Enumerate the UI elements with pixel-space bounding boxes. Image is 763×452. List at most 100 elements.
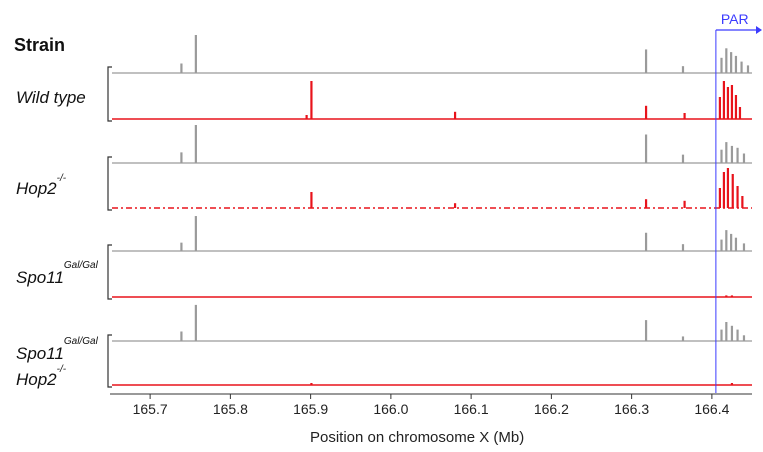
data-peak xyxy=(644,134,648,163)
data-peak xyxy=(644,199,648,208)
track-series xyxy=(112,168,752,209)
data-peak xyxy=(736,186,739,208)
x-tick-label: 166.3 xyxy=(614,401,649,417)
data-peak xyxy=(718,188,721,208)
data-peak xyxy=(730,52,733,73)
data-peak xyxy=(725,295,728,297)
track-group xyxy=(107,35,752,122)
data-peak xyxy=(726,87,730,119)
x-tick-label: 166.1 xyxy=(454,401,489,417)
data-peak xyxy=(734,237,738,251)
data-peak xyxy=(722,81,726,119)
data-peak xyxy=(742,243,746,251)
data-peak xyxy=(720,329,723,341)
track-bracket xyxy=(107,66,112,122)
data-peak xyxy=(734,55,738,73)
data-peak xyxy=(644,232,648,251)
data-peak xyxy=(453,111,457,119)
data-peak xyxy=(734,95,738,119)
data-peak xyxy=(726,168,730,208)
track-series xyxy=(112,304,752,342)
group-label-spo11-hop2: Spo11Gal/Gal xyxy=(16,337,98,363)
data-peak xyxy=(194,125,197,163)
data-peak xyxy=(683,113,686,119)
data-peak xyxy=(720,239,723,251)
group-label-sup: Gal/Gal xyxy=(63,260,98,272)
data-peak xyxy=(180,242,183,251)
group-label-spo11-hop2-line2: Hop2-/- xyxy=(16,365,66,389)
data-peak xyxy=(730,85,734,119)
data-peak xyxy=(683,200,686,208)
group-label-main: Hop2 xyxy=(16,179,57,198)
x-tick-label: 166.0 xyxy=(373,401,408,417)
track-series xyxy=(112,81,752,120)
data-peak xyxy=(681,336,685,341)
group-label-sup: Gal/Gal xyxy=(63,336,98,348)
track-group xyxy=(107,304,752,388)
x-tick-label: 165.8 xyxy=(213,401,248,417)
data-peak xyxy=(730,325,734,341)
x-axis-title: Position on chromosome X (Mb) xyxy=(310,429,525,446)
data-peak xyxy=(305,115,308,119)
track-group xyxy=(107,216,752,300)
track-series xyxy=(112,295,752,298)
data-peak xyxy=(180,63,183,73)
x-tick-label: 165.7 xyxy=(133,401,168,417)
group-label-main: Hop2 xyxy=(16,370,57,389)
x-tick-label: 165.9 xyxy=(293,401,328,417)
data-peak xyxy=(681,244,685,251)
x-tick-label: 166.2 xyxy=(534,401,569,417)
data-peak xyxy=(730,145,734,163)
data-peak xyxy=(738,107,742,119)
track-series xyxy=(112,383,752,386)
group-label-sup: -/- xyxy=(56,364,67,376)
data-peak xyxy=(644,105,648,119)
data-peak xyxy=(742,335,746,341)
x-axis: 165.7 165.8 165.9 166.0 166.1 166.2 166.3 166.4 xyxy=(110,393,752,417)
par-label: PAR xyxy=(721,11,749,27)
data-peak xyxy=(681,66,685,73)
track-bracket xyxy=(107,244,112,300)
data-peak xyxy=(736,329,739,341)
data-peak xyxy=(310,81,313,119)
data-peak xyxy=(194,304,197,341)
data-peak xyxy=(725,230,728,251)
group-label-hop2: Hop2-/- xyxy=(16,174,66,198)
data-peak xyxy=(194,35,197,73)
group-label-main: Spo11 xyxy=(16,268,64,287)
track-group xyxy=(107,125,752,211)
data-peak xyxy=(644,320,648,341)
group-label-main: Spo11 xyxy=(16,344,64,363)
data-peak xyxy=(730,295,734,297)
group-label-sup: -/- xyxy=(56,173,67,185)
group-label-spo11: Spo11Gal/Gal xyxy=(16,261,98,287)
data-peak xyxy=(720,57,723,73)
data-peak xyxy=(730,233,733,251)
group-label-main: Wild type xyxy=(16,88,86,107)
data-peak xyxy=(644,49,648,73)
data-peak xyxy=(681,154,685,163)
data-peak xyxy=(741,196,744,208)
data-peak xyxy=(722,172,726,208)
data-peak xyxy=(731,174,734,208)
track-bracket xyxy=(107,156,112,211)
data-peak xyxy=(180,152,183,163)
track-series xyxy=(112,35,752,74)
track-series xyxy=(112,216,752,252)
x-tick-label: 166.4 xyxy=(694,401,729,417)
data-peak xyxy=(746,65,750,73)
data-peak xyxy=(310,192,313,208)
data-peak xyxy=(725,48,728,73)
data-peak xyxy=(194,216,197,251)
data-peak xyxy=(310,383,313,385)
data-peak xyxy=(718,97,721,119)
data-peak xyxy=(725,322,728,341)
par-region: PAR xyxy=(715,11,762,393)
data-peak xyxy=(453,203,457,208)
data-peak xyxy=(720,149,723,163)
tracks-layer xyxy=(107,35,752,388)
group-label-wild-type: Wild type xyxy=(16,89,86,106)
track-bracket xyxy=(107,334,112,388)
data-peak xyxy=(180,331,183,341)
